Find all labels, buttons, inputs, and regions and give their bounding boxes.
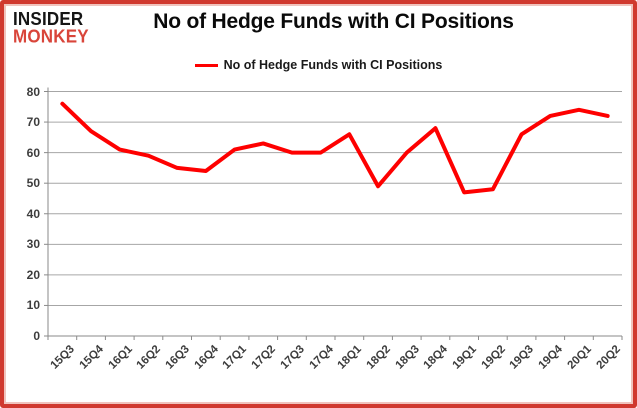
legend-label: No of Hedge Funds with CI Positions (223, 58, 443, 72)
series-line (60, 101, 610, 195)
y-axis-label: 40 (26, 206, 40, 221)
logo-line-monkey: MONKEY (13, 26, 89, 47)
logo-line-insider: INSIDER (13, 8, 84, 30)
y-axis-label: 50 (26, 176, 40, 191)
y-axis-label: 70 (26, 115, 40, 130)
y-axis-label: 0 (33, 329, 40, 343)
y-axis-label: 80 (26, 84, 40, 99)
legend-line-swatch (194, 63, 218, 67)
chart-title: No of Hedge Funds with CI Positions (153, 10, 514, 33)
insider-monkey-logo: INSIDER MONKEY (13, 8, 89, 47)
y-axis-label: 10 (26, 298, 40, 313)
y-axis-label: 20 (26, 267, 40, 282)
legend: No of Hedge Funds with CI Positions (0, 58, 637, 72)
y-axis-label: 60 (26, 145, 40, 160)
y-axis-label: 30 (26, 237, 40, 252)
